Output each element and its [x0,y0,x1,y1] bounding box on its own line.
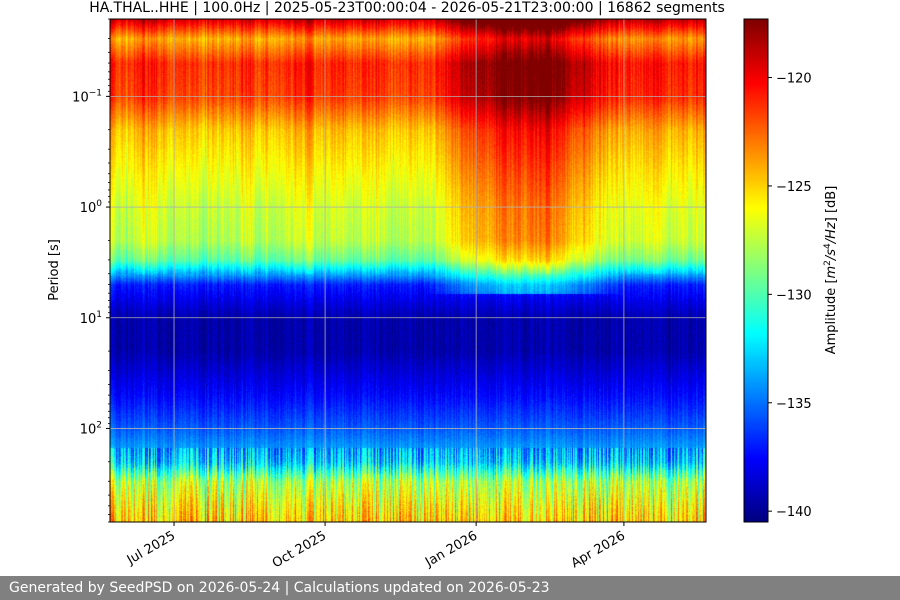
x-tick-label: Jan 2026 [422,528,480,570]
colorbar-ticks: −120 −125 −130 −135 −140 [768,72,812,520]
x-tick-label: Oct 2025 [270,528,329,571]
y-tick-label: 102 [80,420,102,437]
y-tick-label: 101 [80,310,102,327]
colorbar-label-part: Amplitude [ [824,278,839,354]
y-tick-label: 10−1 [72,88,102,105]
colorbar-label-part: ] [dB] [824,186,839,223]
x-axis: Jul 2025 Oct 2025 Jan 2026 Apr 2026 [124,522,628,571]
colorbar-label: Amplitude [m2/s4/Hz] [dB] [823,186,839,355]
colorbar-label-part: /s [824,249,839,261]
y-axis-label: Period [s] [47,239,62,301]
chart-title: HA.THAL..HHE | 100.0Hz | 2025-05-23T00:0… [89,0,725,16]
y-tick-label-exponent: 0 [96,199,102,209]
colorbar-label-part: m [824,266,839,279]
colorbar-label-part: 4 [823,243,833,249]
y-tick-label-base: 10 [72,90,89,105]
footer-bar: Generated by SeedPSD on 2026-05-24 | Cal… [0,576,900,600]
colorbar-label-part: 2 [823,260,833,266]
colorbar-gradient [744,19,768,522]
y-tick-label-base: 10 [80,201,97,216]
x-tick-label: Jul 2025 [124,528,178,568]
grid-lines [110,19,706,522]
y-tick-label-base: 10 [80,312,97,327]
colorbar-tick-label: −120 [776,72,812,87]
plot-frame [109,18,707,523]
spectrogram-plot-area [109,18,707,523]
colorbar-label-part: /Hz [824,221,839,244]
y-tick-label: 100 [80,199,103,216]
colorbar-tick-label: −135 [776,397,812,412]
y-tick-label-base: 10 [80,422,97,437]
colorbar-tick-label: −130 [776,288,812,303]
x-tick-label: Apr 2026 [569,528,628,571]
spectrogram-heatmap [110,19,706,522]
colorbar-tick-label: −140 [776,505,812,520]
colorbar: −120 −125 −130 −135 −140 Amplitude [m2/s4/Hz… [743,18,839,523]
y-tick-label-exponent: −1 [89,88,102,98]
footer-text: Generated by SeedPSD on 2026-05-24 | Cal… [9,580,550,596]
colorbar-tick-label: −125 [776,180,812,195]
colorbar-frame [743,18,769,523]
y-tick-label-exponent: 2 [96,420,102,430]
y-tick-label-exponent: 1 [96,310,102,320]
